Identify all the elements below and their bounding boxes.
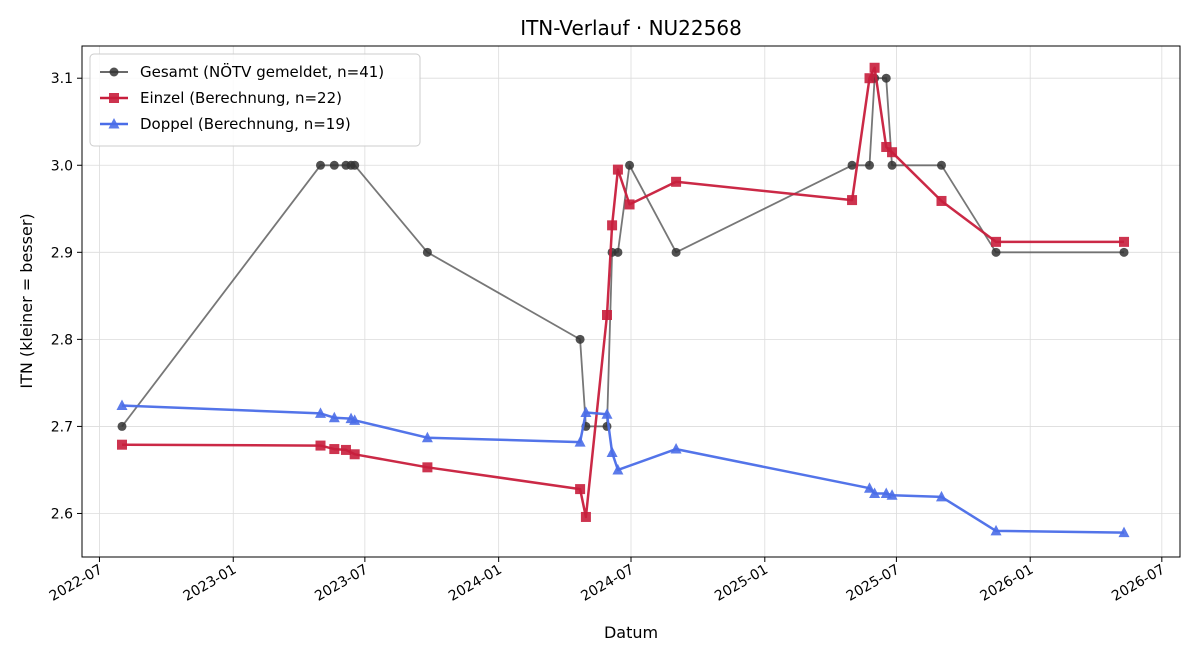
einzel-point xyxy=(340,444,351,455)
einzel-series xyxy=(116,62,1130,522)
doppel-point xyxy=(990,524,1002,536)
einzel-point xyxy=(936,195,947,206)
doppel-point xyxy=(1118,526,1130,538)
legend: Gesamt (NÖTV gemeldet, n=41) Einzel (Bere… xyxy=(89,53,421,147)
x-tick-label: 2026-01 xyxy=(978,562,1037,605)
doppel-point xyxy=(116,399,128,411)
doppel-point xyxy=(580,406,592,417)
gesamt-point xyxy=(117,421,127,431)
einzel-point xyxy=(671,176,682,187)
einzel-point xyxy=(602,309,613,320)
y-tick-label: 2.9 xyxy=(51,245,73,261)
series-layer xyxy=(116,62,1130,538)
chart-title: ITN-Verlauf · NU22568 xyxy=(520,16,742,40)
einzel-point xyxy=(1119,236,1130,247)
einzel-point xyxy=(349,449,360,460)
x-tick-label: 2026-07 xyxy=(1109,562,1168,605)
legend-swatch-marker-einzel xyxy=(109,93,119,103)
einzel-point xyxy=(624,199,635,210)
doppel-point xyxy=(315,407,327,418)
legend-box xyxy=(89,53,421,147)
x-tick-label: 2025-07 xyxy=(844,562,903,605)
gesamt-point xyxy=(881,73,891,83)
gesamt-point xyxy=(887,160,897,170)
doppel-point xyxy=(670,443,682,454)
legend-swatch-marker-gesamt xyxy=(109,67,119,77)
einzel-point xyxy=(612,164,623,175)
doppel-point xyxy=(349,414,361,425)
gesamt-point xyxy=(847,160,857,170)
y-tick-label: 2.6 xyxy=(51,506,73,522)
doppel-series xyxy=(116,399,1130,538)
einzel-point xyxy=(315,440,326,451)
y-tick-label: 3.1 xyxy=(51,71,73,87)
einzel-point xyxy=(991,236,1002,247)
einzel-point xyxy=(329,444,340,455)
einzel-point xyxy=(575,484,586,495)
gesamt-point xyxy=(865,160,875,170)
legend-label-doppel: Doppel (Berechnung, n=19) xyxy=(140,115,351,133)
doppel-point xyxy=(328,411,340,423)
gesamt-point xyxy=(575,334,585,344)
einzel-point xyxy=(607,220,618,231)
y-axis-label: ITN (kleiner = besser) xyxy=(17,213,36,388)
gesamt-point xyxy=(625,160,635,170)
doppel-point xyxy=(421,431,433,443)
gesamt-point xyxy=(422,247,432,257)
doppel-point xyxy=(574,436,586,447)
einzel-point xyxy=(887,147,898,158)
doppel-point xyxy=(606,446,618,458)
x-tick-label: 2023-01 xyxy=(181,562,240,605)
x-tick-label: 2025-01 xyxy=(712,562,771,605)
einzel-point xyxy=(116,439,127,450)
doppel-point xyxy=(612,463,624,475)
x-tick-label: 2022-07 xyxy=(47,562,106,605)
doppel-point xyxy=(886,489,898,500)
doppel-point xyxy=(935,490,947,502)
x-tick-label: 2024-07 xyxy=(578,562,637,605)
legend-label-gesamt: Gesamt (NÖTV gemeldet, n=41) xyxy=(140,62,384,81)
doppel-point xyxy=(869,487,881,498)
y-tick-label: 2.7 xyxy=(51,419,73,435)
legend-swatch-marker-doppel xyxy=(108,118,120,129)
gesamt-point xyxy=(316,160,326,170)
gesamt-point xyxy=(350,160,360,170)
axis-ticks: 2022-07 2023-01 2023-07 2024-01 2024-07 2025-… xyxy=(47,71,1168,605)
y-tick-label: 2.8 xyxy=(51,332,73,348)
gesamt-point xyxy=(671,247,681,257)
x-axis-label: Datum xyxy=(604,623,658,642)
einzel-point xyxy=(422,462,433,473)
gesamt-point xyxy=(991,247,1001,257)
doppel-point xyxy=(601,408,613,419)
x-tick-label: 2024-01 xyxy=(446,562,505,605)
einzel-point xyxy=(881,141,892,152)
einzel-point xyxy=(864,73,875,84)
doppel-point xyxy=(864,482,876,493)
einzel-point xyxy=(869,62,880,73)
y-tick-label: 3.0 xyxy=(51,158,73,174)
x-tick-label: 2023-07 xyxy=(312,562,371,605)
gesamt-point xyxy=(1119,247,1129,257)
gesamt-point xyxy=(936,160,946,170)
einzel-point xyxy=(580,511,591,522)
gesamt-point xyxy=(613,247,623,257)
gesamt-series xyxy=(117,73,1129,431)
einzel-point xyxy=(847,195,858,206)
gesamt-point xyxy=(329,160,339,170)
legend-label-einzel: Einzel (Berechnung, n=22) xyxy=(140,89,342,107)
